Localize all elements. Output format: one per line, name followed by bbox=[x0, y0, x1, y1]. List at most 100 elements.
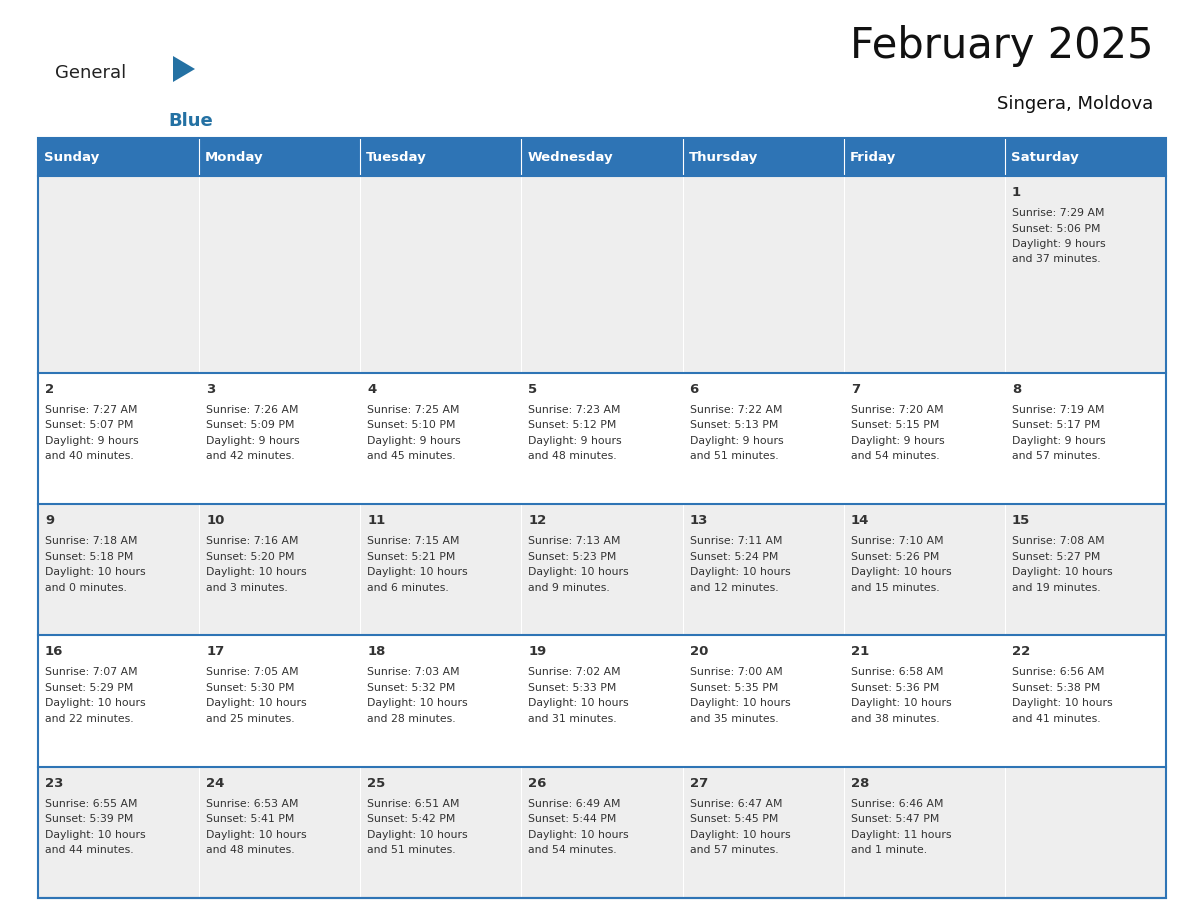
Bar bbox=[843, 373, 1005, 504]
Text: 26: 26 bbox=[529, 777, 546, 789]
Bar bbox=[1005, 504, 1165, 635]
Text: 14: 14 bbox=[851, 514, 870, 527]
Text: and 0 minutes.: and 0 minutes. bbox=[45, 583, 127, 593]
Text: and 12 minutes.: and 12 minutes. bbox=[689, 583, 778, 593]
Text: 25: 25 bbox=[367, 777, 386, 789]
Bar bbox=[200, 635, 360, 767]
Bar bbox=[1005, 767, 1165, 898]
Text: Sunset: 5:18 PM: Sunset: 5:18 PM bbox=[45, 552, 133, 562]
Text: Daylight: 9 hours: Daylight: 9 hours bbox=[689, 436, 783, 446]
Text: 13: 13 bbox=[689, 514, 708, 527]
Text: Daylight: 10 hours: Daylight: 10 hours bbox=[367, 830, 468, 840]
Text: Daylight: 10 hours: Daylight: 10 hours bbox=[851, 567, 952, 577]
Text: Sunrise: 6:56 AM: Sunrise: 6:56 AM bbox=[1012, 667, 1105, 677]
Text: Daylight: 10 hours: Daylight: 10 hours bbox=[529, 830, 630, 840]
Bar bbox=[522, 138, 683, 176]
Text: 11: 11 bbox=[367, 514, 386, 527]
Text: 22: 22 bbox=[1012, 645, 1030, 658]
Text: 23: 23 bbox=[45, 777, 63, 789]
Text: Daylight: 9 hours: Daylight: 9 hours bbox=[45, 436, 139, 446]
Bar bbox=[683, 767, 843, 898]
Text: Sunset: 5:12 PM: Sunset: 5:12 PM bbox=[529, 420, 617, 431]
Text: Sunset: 5:42 PM: Sunset: 5:42 PM bbox=[367, 814, 456, 824]
Text: Daylight: 10 hours: Daylight: 10 hours bbox=[367, 699, 468, 709]
Bar bbox=[360, 504, 522, 635]
Text: Sunrise: 7:27 AM: Sunrise: 7:27 AM bbox=[45, 405, 138, 415]
Text: Sunrise: 7:10 AM: Sunrise: 7:10 AM bbox=[851, 536, 943, 546]
Bar bbox=[38, 767, 200, 898]
Text: Daylight: 10 hours: Daylight: 10 hours bbox=[689, 830, 790, 840]
Text: 2: 2 bbox=[45, 383, 55, 396]
Text: 12: 12 bbox=[529, 514, 546, 527]
Bar bbox=[360, 373, 522, 504]
Text: Wednesday: Wednesday bbox=[527, 151, 613, 163]
Text: Sunset: 5:41 PM: Sunset: 5:41 PM bbox=[207, 814, 295, 824]
Text: Sunset: 5:21 PM: Sunset: 5:21 PM bbox=[367, 552, 456, 562]
Bar bbox=[38, 176, 200, 373]
Bar bbox=[200, 176, 360, 373]
Bar bbox=[683, 635, 843, 767]
Bar bbox=[360, 635, 522, 767]
Text: and 41 minutes.: and 41 minutes. bbox=[1012, 714, 1100, 724]
Text: and 38 minutes.: and 38 minutes. bbox=[851, 714, 940, 724]
Text: and 48 minutes.: and 48 minutes. bbox=[529, 452, 617, 462]
Text: and 35 minutes.: and 35 minutes. bbox=[689, 714, 778, 724]
Text: and 51 minutes.: and 51 minutes. bbox=[689, 452, 778, 462]
Text: Daylight: 10 hours: Daylight: 10 hours bbox=[45, 830, 146, 840]
Text: 7: 7 bbox=[851, 383, 860, 396]
Text: Sunrise: 7:11 AM: Sunrise: 7:11 AM bbox=[689, 536, 782, 546]
Text: and 22 minutes.: and 22 minutes. bbox=[45, 714, 133, 724]
Text: Singera, Moldova: Singera, Moldova bbox=[997, 95, 1154, 113]
Text: Sunrise: 7:26 AM: Sunrise: 7:26 AM bbox=[207, 405, 298, 415]
Bar bbox=[38, 138, 200, 176]
Text: Daylight: 9 hours: Daylight: 9 hours bbox=[367, 436, 461, 446]
Text: and 1 minute.: and 1 minute. bbox=[851, 845, 927, 856]
Text: and 15 minutes.: and 15 minutes. bbox=[851, 583, 940, 593]
Bar bbox=[1005, 138, 1165, 176]
Text: and 45 minutes.: and 45 minutes. bbox=[367, 452, 456, 462]
Text: Sunrise: 7:20 AM: Sunrise: 7:20 AM bbox=[851, 405, 943, 415]
Bar bbox=[843, 176, 1005, 373]
Text: 18: 18 bbox=[367, 645, 386, 658]
Text: Sunset: 5:44 PM: Sunset: 5:44 PM bbox=[529, 814, 617, 824]
Text: Daylight: 10 hours: Daylight: 10 hours bbox=[207, 830, 307, 840]
Bar bbox=[200, 767, 360, 898]
Bar bbox=[683, 373, 843, 504]
Text: Daylight: 10 hours: Daylight: 10 hours bbox=[45, 567, 146, 577]
Text: Blue: Blue bbox=[168, 112, 213, 130]
Text: Monday: Monday bbox=[206, 151, 264, 163]
Text: Sunset: 5:27 PM: Sunset: 5:27 PM bbox=[1012, 552, 1100, 562]
Bar bbox=[200, 373, 360, 504]
Bar bbox=[1005, 176, 1165, 373]
Text: Sunset: 5:06 PM: Sunset: 5:06 PM bbox=[1012, 223, 1100, 233]
Text: Sunrise: 6:58 AM: Sunrise: 6:58 AM bbox=[851, 667, 943, 677]
Text: Thursday: Thursday bbox=[689, 151, 758, 163]
Text: Sunset: 5:36 PM: Sunset: 5:36 PM bbox=[851, 683, 939, 693]
Text: Sunset: 5:29 PM: Sunset: 5:29 PM bbox=[45, 683, 133, 693]
Bar bbox=[38, 373, 200, 504]
Text: 3: 3 bbox=[207, 383, 215, 396]
Text: and 25 minutes.: and 25 minutes. bbox=[207, 714, 295, 724]
Text: Friday: Friday bbox=[849, 151, 896, 163]
Text: 6: 6 bbox=[689, 383, 699, 396]
Text: Daylight: 10 hours: Daylight: 10 hours bbox=[851, 699, 952, 709]
Bar bbox=[683, 504, 843, 635]
Text: February 2025: February 2025 bbox=[849, 25, 1154, 67]
Text: and 40 minutes.: and 40 minutes. bbox=[45, 452, 134, 462]
Text: and 51 minutes.: and 51 minutes. bbox=[367, 845, 456, 856]
Text: Sunset: 5:39 PM: Sunset: 5:39 PM bbox=[45, 814, 133, 824]
Text: 21: 21 bbox=[851, 645, 868, 658]
Text: Sunset: 5:30 PM: Sunset: 5:30 PM bbox=[207, 683, 295, 693]
Bar bbox=[683, 138, 843, 176]
Text: Sunrise: 6:53 AM: Sunrise: 6:53 AM bbox=[207, 799, 298, 809]
Text: Daylight: 10 hours: Daylight: 10 hours bbox=[207, 699, 307, 709]
Bar bbox=[843, 635, 1005, 767]
Text: Sunset: 5:24 PM: Sunset: 5:24 PM bbox=[689, 552, 778, 562]
Bar bbox=[522, 504, 683, 635]
Text: 27: 27 bbox=[689, 777, 708, 789]
Bar bbox=[522, 373, 683, 504]
Text: 16: 16 bbox=[45, 645, 63, 658]
Text: Sunrise: 6:46 AM: Sunrise: 6:46 AM bbox=[851, 799, 943, 809]
Text: Sunrise: 7:18 AM: Sunrise: 7:18 AM bbox=[45, 536, 138, 546]
Text: Sunset: 5:20 PM: Sunset: 5:20 PM bbox=[207, 552, 295, 562]
